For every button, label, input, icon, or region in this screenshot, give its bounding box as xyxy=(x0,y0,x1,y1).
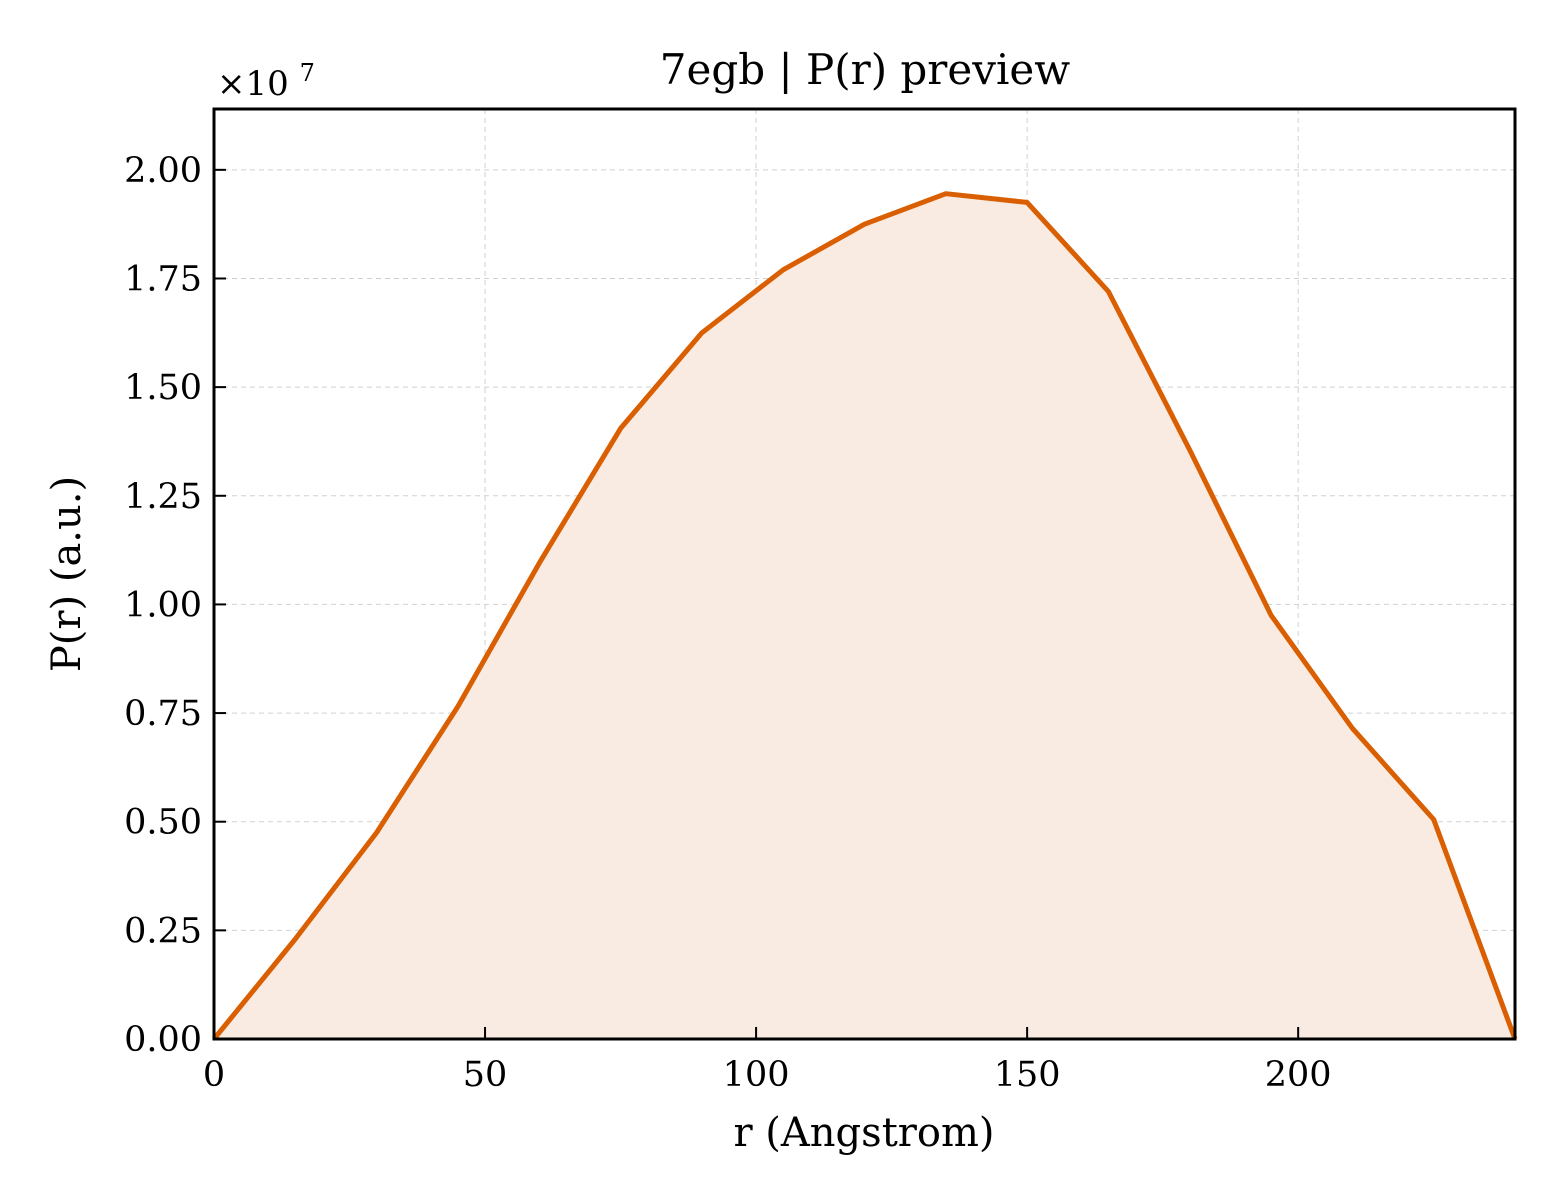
y-tick-label: 0.25 xyxy=(124,911,202,951)
x-axis-label: r (Angstrom) xyxy=(733,1110,994,1156)
pr-line xyxy=(212,191,1518,1041)
y-offset-label: ×10 7 xyxy=(217,59,315,104)
y-tick-label: 0.50 xyxy=(124,803,202,843)
y-tick-label: 1.25 xyxy=(124,477,202,517)
x-tick-label: 150 xyxy=(994,1055,1061,1095)
y-offset-base: ×10 xyxy=(217,64,289,104)
plot-frame xyxy=(212,107,1517,1041)
y-offset-exponent: 7 xyxy=(300,59,315,87)
y-tick-label: 1.50 xyxy=(124,368,202,408)
y-tick-label: 2.00 xyxy=(124,151,202,191)
y-tick-label: 1.75 xyxy=(124,259,202,299)
y-axis-label: P(r) (a.u.) xyxy=(44,476,90,672)
y-tick-label: 1.00 xyxy=(124,585,202,625)
y-tick-label: 0.75 xyxy=(124,694,202,734)
y-tick-label: 0.00 xyxy=(124,1020,202,1060)
pr-area-fill xyxy=(214,193,1515,1039)
x-tick-label: 100 xyxy=(723,1055,790,1095)
x-tick-label: 200 xyxy=(1265,1055,1332,1095)
x-tick-label: 50 xyxy=(463,1055,508,1095)
chart-title: 7egb | P(r) preview xyxy=(660,45,1070,94)
x-tick-label: 0 xyxy=(203,1055,225,1095)
